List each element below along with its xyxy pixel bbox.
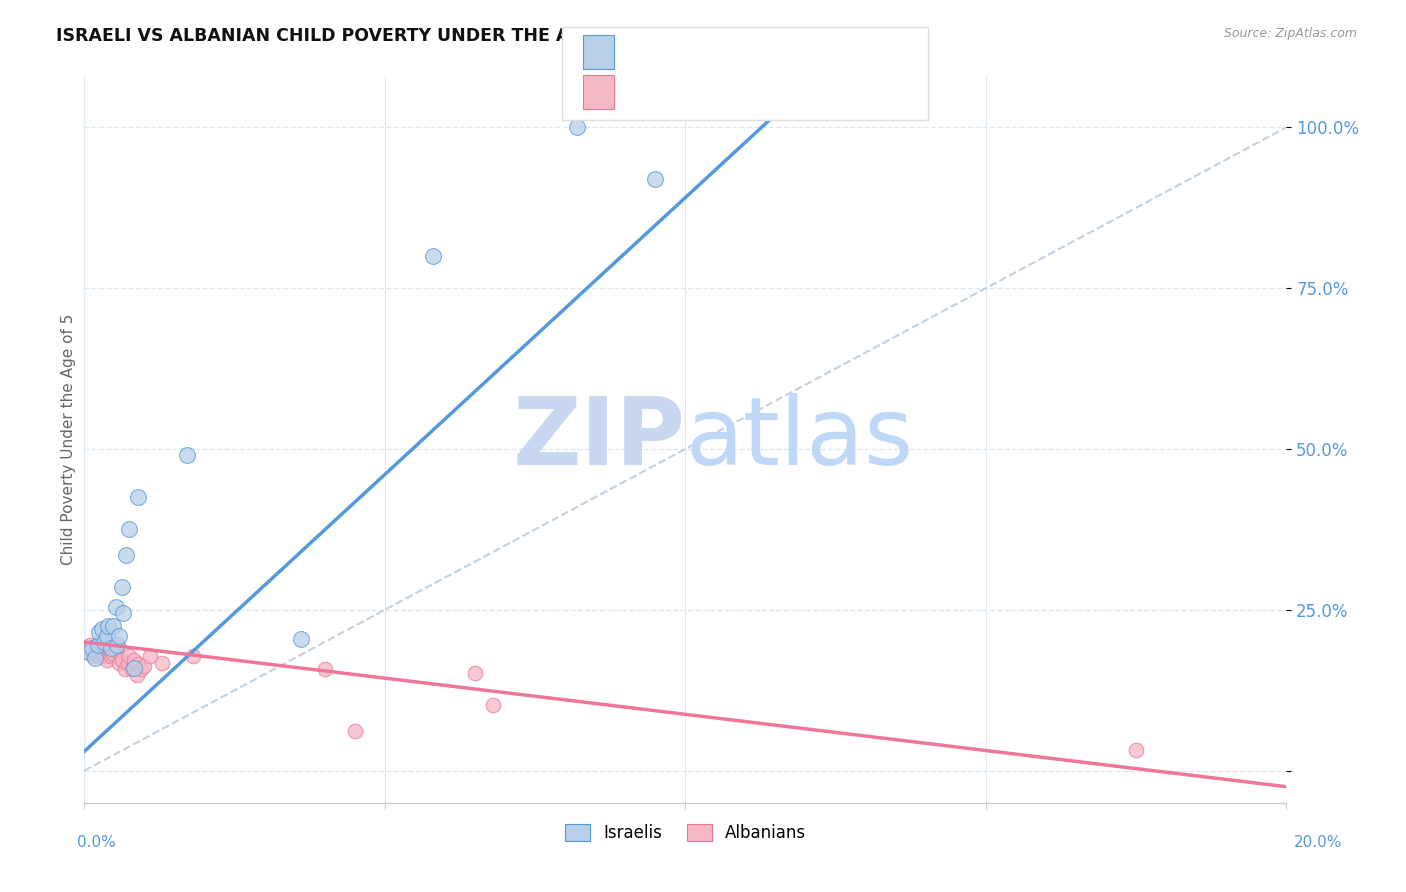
Point — [108, 656, 131, 670]
Text: N =: N = — [721, 84, 769, 102]
Point — [152, 656, 174, 670]
Point — [100, 649, 122, 664]
Point — [108, 628, 131, 642]
Point — [103, 647, 125, 661]
Text: Source: ZipAtlas.com: Source: ZipAtlas.com — [1223, 27, 1357, 40]
Text: ZIP: ZIP — [513, 393, 686, 485]
Y-axis label: Child Poverty Under the Age of 5: Child Poverty Under the Age of 5 — [60, 314, 76, 565]
Point — [84, 651, 107, 665]
Point — [86, 638, 108, 652]
Text: atlas: atlas — [686, 393, 914, 485]
Text: N =: N = — [707, 45, 755, 62]
Point — [103, 619, 125, 633]
Point — [134, 659, 156, 673]
Point — [96, 653, 118, 667]
Text: ISRAELI VS ALBANIAN CHILD POVERTY UNDER THE AGE OF 5 CORRELATION CHART: ISRAELI VS ALBANIAN CHILD POVERTY UNDER … — [56, 27, 862, 45]
Point — [93, 635, 115, 649]
Point — [422, 249, 444, 263]
Point — [1125, 743, 1147, 757]
Point — [343, 723, 366, 738]
Point — [482, 698, 505, 712]
Point — [112, 606, 135, 620]
Point — [77, 645, 100, 659]
Point — [80, 641, 103, 656]
Point — [96, 628, 118, 642]
Legend: Israelis, Albanians: Israelis, Albanians — [558, 817, 813, 849]
Point — [111, 653, 134, 667]
Point — [89, 649, 111, 664]
Text: 36: 36 — [769, 84, 790, 102]
Point — [107, 638, 129, 652]
Point — [86, 638, 108, 652]
Point — [127, 490, 149, 504]
Text: 20.0%: 20.0% — [1295, 836, 1343, 850]
Point — [121, 662, 143, 676]
Text: -0.570: -0.570 — [665, 84, 718, 102]
Point — [77, 641, 100, 656]
Point — [176, 449, 198, 463]
Text: 0.0%: 0.0% — [77, 836, 117, 850]
Point — [290, 632, 312, 646]
Point — [139, 649, 162, 664]
Point — [644, 171, 666, 186]
Point — [127, 668, 149, 682]
Point — [115, 548, 138, 562]
Point — [104, 642, 127, 657]
Point — [86, 642, 108, 657]
Point — [122, 653, 145, 667]
Text: 25: 25 — [755, 45, 776, 62]
Point — [117, 656, 139, 670]
Point — [122, 661, 145, 675]
Point — [118, 649, 141, 664]
Point — [567, 120, 589, 135]
Point — [94, 649, 117, 664]
Point — [82, 649, 104, 664]
Point — [90, 647, 112, 661]
Point — [181, 649, 204, 664]
Point — [76, 645, 98, 659]
Point — [111, 580, 134, 594]
Text: R =: R = — [623, 45, 659, 62]
Point — [104, 599, 127, 614]
Point — [127, 657, 149, 672]
Point — [464, 665, 486, 680]
Point — [91, 622, 114, 636]
Point — [89, 625, 111, 640]
Point — [131, 662, 153, 676]
Point — [98, 642, 121, 657]
Text: 0.536: 0.536 — [665, 45, 713, 62]
Point — [107, 638, 129, 652]
Point — [100, 641, 122, 656]
Point — [314, 662, 336, 676]
Point — [79, 638, 101, 652]
Point — [97, 619, 120, 633]
Text: R =: R = — [623, 84, 659, 102]
Point — [91, 638, 114, 652]
Point — [118, 522, 141, 536]
Point — [114, 662, 136, 676]
Point — [84, 647, 107, 661]
